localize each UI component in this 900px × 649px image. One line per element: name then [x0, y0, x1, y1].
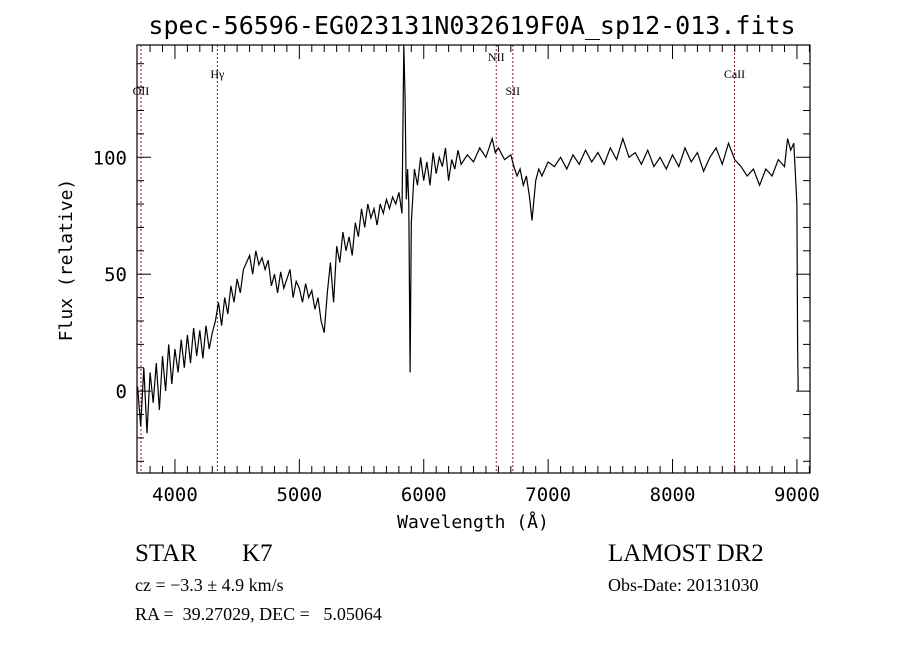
redshift-text: cz = −3.3 ± 4.9 km/s — [135, 575, 284, 595]
object-class: STAR — [135, 540, 197, 567]
x-axis-label: Wavelength (Å) — [397, 511, 549, 533]
line-marker-label: NII — [488, 50, 505, 64]
x-tick-label: 6000 — [401, 484, 447, 506]
line-markers: OII Hγ NII SII CaII — [133, 45, 745, 473]
object-subclass: K7 — [242, 540, 273, 567]
y-tick-label: 100 — [93, 147, 127, 169]
line-marker-label: OII — [133, 84, 150, 98]
spectrum-line — [137, 44, 799, 434]
x-tick-label: 4000 — [152, 484, 198, 506]
line-marker-label: Hγ — [210, 67, 225, 81]
y-tick-label: 0 — [116, 381, 127, 403]
line-marker-label: SII — [505, 84, 520, 98]
y-axis-label: Flux (relative) — [56, 179, 77, 342]
x-tick-label: 7000 — [525, 484, 571, 506]
y-tick-label: 50 — [104, 264, 127, 286]
survey-label: LAMOST DR2 — [608, 540, 764, 567]
x-tick-label: 5000 — [276, 484, 322, 506]
obs-date-text: Obs-Date: 20131030 — [608, 575, 758, 595]
chart-title: spec-56596-EG023131N032619F0A_sp12-013.f… — [148, 11, 795, 40]
line-marker-label: CaII — [724, 67, 745, 81]
x-tick-label: 9000 — [774, 484, 820, 506]
plot-frame — [136, 44, 811, 474]
axis-ticks: 4000 5000 6000 7000 8000 9000 0 50 100 — [93, 45, 820, 506]
x-tick-label: 8000 — [650, 484, 696, 506]
coordinates-text: RA = 39.27029, DEC = 5.05064 — [135, 604, 382, 624]
